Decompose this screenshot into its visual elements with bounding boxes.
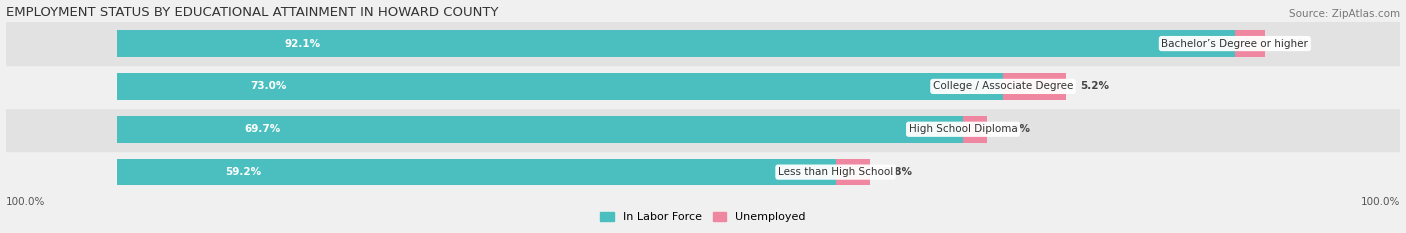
Text: 100.0%: 100.0%	[6, 197, 45, 207]
Text: 5.2%: 5.2%	[1080, 81, 1109, 91]
Bar	[117, 116, 963, 143]
Bar	[6, 22, 1400, 65]
Text: 2.8%: 2.8%	[883, 167, 912, 177]
Text: 73.0%: 73.0%	[250, 81, 287, 91]
Bar	[6, 151, 1400, 194]
Text: 100.0%: 100.0%	[1361, 197, 1400, 207]
Text: EMPLOYMENT STATUS BY EDUCATIONAL ATTAINMENT IN HOWARD COUNTY: EMPLOYMENT STATUS BY EDUCATIONAL ATTAINM…	[6, 6, 498, 19]
Text: Less than High School: Less than High School	[778, 167, 893, 177]
Bar	[6, 108, 1400, 151]
Text: 92.1%: 92.1%	[285, 39, 321, 48]
Bar	[6, 65, 1400, 108]
Bar	[117, 73, 1002, 100]
Legend: In Labor Force, Unemployed: In Labor Force, Unemployed	[598, 209, 808, 226]
Text: High School Diploma: High School Diploma	[908, 124, 1018, 134]
Text: 2.5%: 2.5%	[1279, 39, 1308, 48]
Bar	[835, 159, 869, 185]
Text: 2.0%: 2.0%	[1001, 124, 1031, 134]
Bar	[117, 30, 1234, 57]
Text: 69.7%: 69.7%	[245, 124, 280, 134]
Text: College / Associate Degree: College / Associate Degree	[932, 81, 1073, 91]
Text: 59.2%: 59.2%	[225, 167, 262, 177]
Text: Source: ZipAtlas.com: Source: ZipAtlas.com	[1289, 9, 1400, 19]
Bar	[963, 116, 987, 143]
Bar	[1002, 73, 1066, 100]
Bar	[117, 159, 835, 185]
Bar	[1234, 30, 1265, 57]
Text: Bachelor’s Degree or higher: Bachelor’s Degree or higher	[1161, 39, 1308, 48]
